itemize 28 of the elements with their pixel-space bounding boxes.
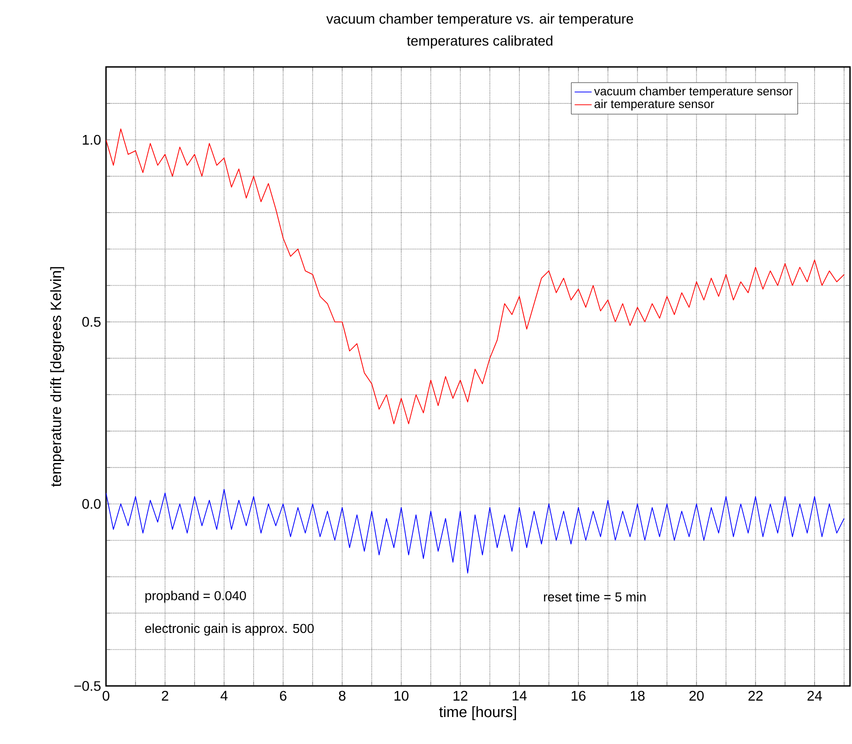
annotation: electronic gain is approx. 500 [145,624,314,636]
y-tick-label: 1.0 [82,134,101,145]
line-series [106,488,845,574]
x-tick-label: 8 [338,690,346,701]
x-tick-label: 6 [280,690,286,701]
x-tick-label: 16 [572,690,586,701]
annotation: reset time = 5 min [544,592,646,602]
x-tick-label: 0 [102,690,110,701]
x-tick-label: 24 [808,690,822,701]
x-tick-label: 2 [162,690,168,701]
chart-title: vacuum chamber temperature vs. air temperature [326,13,634,26]
y-tick-label: 0.0 [82,498,101,509]
x-tick-label: 14 [512,690,527,700]
annotation: propband = 0.040 [145,590,246,603]
y-axis-title: temperature drift [degrees Kelvin] [50,267,64,487]
legend-label: vacuum chamber temperature sensor [594,86,793,98]
x-tick-label: 4 [220,690,228,700]
x-tick-label: 18 [630,690,645,701]
x-tick-label: 12 [454,690,468,701]
y-tick-label: −0.5 [74,681,101,691]
legend-label: air temperature sensor [594,99,714,111]
x-axis-title: time [hours] [439,706,516,720]
x-tick-label: 20 [689,690,704,701]
y-tick-label: 0.5 [82,316,101,327]
x-tick-label: 10 [394,690,408,701]
line-series [106,128,845,424]
chart-subtitle: temperatures calibrated [406,35,552,48]
x-tick-label: 22 [748,690,763,701]
